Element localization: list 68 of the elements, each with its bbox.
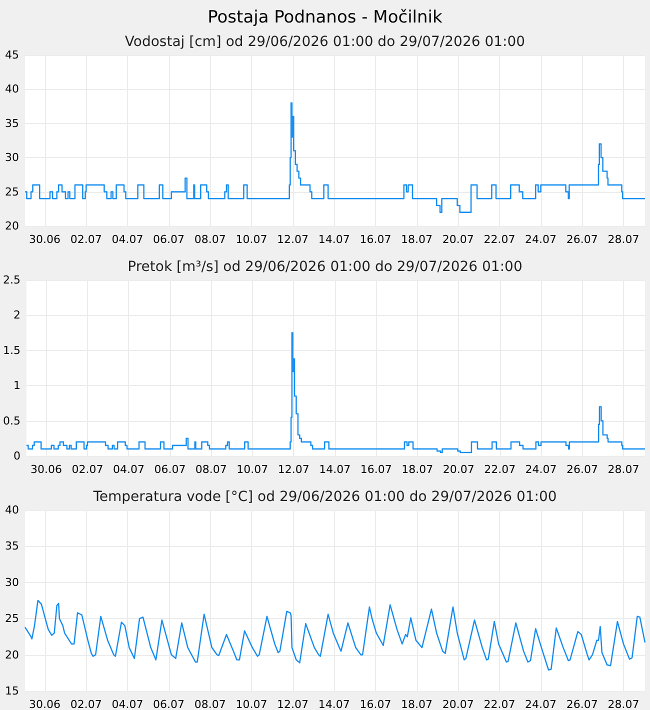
- x-tick-label: 04.07: [112, 233, 144, 246]
- chart-title: Pretok [m³/s] od 29/06/2026 01:00 do 29/07/2026 01:00: [128, 259, 522, 275]
- y-tick-label: 0: [13, 450, 20, 462]
- x-tick-label: 02.07: [72, 463, 104, 476]
- x-tick-label: 26.07: [566, 698, 598, 710]
- y-tick-label: 0.5: [2, 414, 20, 428]
- x-tick-label: 24.07: [525, 233, 557, 246]
- y-tick-label: 1: [13, 379, 20, 392]
- x-tick-label: 08.07: [194, 233, 226, 246]
- x-tick-label: 22.07: [484, 233, 516, 246]
- x-tick-label: 20.07: [442, 698, 474, 710]
- y-tick-label: 2: [13, 308, 20, 322]
- y-tick-label: 1.5: [2, 344, 20, 357]
- x-tick-label: 22.07: [484, 463, 516, 476]
- x-tick-label: 24.07: [525, 698, 557, 710]
- x-tick-label: 14.07: [318, 698, 350, 710]
- x-tick-label: 16.07: [360, 233, 392, 246]
- x-tick-label: 12.07: [277, 233, 309, 246]
- x-tick-label: 04.07: [112, 698, 144, 710]
- y-tick-label: 35: [5, 540, 19, 553]
- x-tick-label: 16.07: [360, 698, 392, 710]
- x-tick-label: 10.07: [236, 233, 268, 246]
- x-tick-label: 02.07: [70, 698, 102, 710]
- y-tick-label: 25: [5, 185, 19, 198]
- x-tick-label: 02.07: [70, 233, 102, 246]
- x-tick-label: 28.07: [608, 233, 640, 246]
- y-tick-label: 15: [5, 684, 19, 698]
- x-tick-label: 08.07: [195, 463, 227, 476]
- line-series: [24, 600, 646, 671]
- x-tick-label: 30.06: [29, 233, 61, 246]
- x-tick-label: 14.07: [319, 463, 351, 476]
- y-tick-label: 40: [5, 82, 19, 96]
- x-tick-label: 16.07: [360, 463, 392, 476]
- x-tick-label: 18.07: [401, 698, 433, 710]
- x-tick-label: 20.07: [442, 233, 474, 246]
- x-tick-label: 30.06: [30, 463, 62, 476]
- x-tick-label: 12.07: [277, 698, 309, 710]
- x-tick-label: 20.07: [442, 463, 474, 476]
- y-tick-label: 2.5: [2, 274, 20, 286]
- x-tick-label: 30.06: [29, 698, 61, 710]
- x-tick-label: 06.07: [154, 463, 186, 476]
- x-tick-label: 26.07: [566, 463, 598, 476]
- x-tick-label: 08.07: [194, 698, 226, 710]
- chart-title: Postaja Podnanos - Močilnik: [208, 8, 443, 28]
- y-tick-label: 25: [5, 612, 19, 626]
- x-tick-label: 06.07: [153, 698, 185, 710]
- y-tick-label: 20: [5, 648, 19, 662]
- y-tick-label: 20: [5, 220, 19, 232]
- x-tick-label: 10.07: [236, 463, 268, 476]
- x-tick-label: 06.07: [153, 233, 185, 246]
- x-tick-label: 28.07: [608, 698, 640, 710]
- x-tick-label: 22.07: [484, 698, 516, 710]
- chart-title: Temperatura vode [°C] od 29/06/2026 01:00 do 29/07/2026 01:00: [92, 489, 557, 505]
- y-tick-label: 30: [5, 151, 19, 164]
- x-tick-label: 24.07: [525, 463, 557, 476]
- x-tick-label: 18.07: [401, 233, 433, 246]
- x-tick-label: 26.07: [566, 233, 598, 246]
- y-tick-label: 35: [5, 116, 19, 130]
- chart-subtitle: Vodostaj [cm] od 29/06/2026 01:00 do 29/07/2026 01:00: [124, 34, 526, 50]
- x-tick-label: 14.07: [318, 233, 350, 246]
- y-tick-label: 30: [5, 576, 19, 589]
- y-tick-label: 40: [5, 504, 19, 516]
- x-tick-label: 18.07: [402, 463, 434, 476]
- x-tick-label: 12.07: [278, 463, 310, 476]
- x-tick-label: 04.07: [112, 463, 144, 476]
- y-tick-label: 45: [5, 48, 19, 62]
- x-tick-label: 10.07: [236, 698, 268, 710]
- x-tick-label: 28.07: [608, 463, 640, 476]
